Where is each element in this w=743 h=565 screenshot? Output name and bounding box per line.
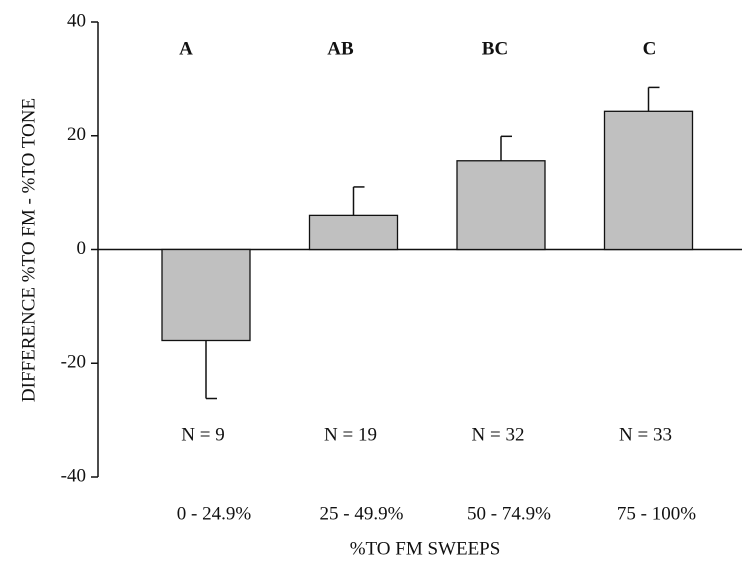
group-label: AB [327,38,354,59]
n-label: N = 9 [181,424,224,445]
n-label: N = 33 [619,424,672,445]
x-tick-label: 0 - 24.9% [177,503,252,524]
y-axis-label: DIFFERENCE %TO FM - %TO TONE [18,98,39,402]
y-tick-label: -40 [61,465,86,486]
bar [603,110,694,251]
y-tick-label: 40 [67,10,86,31]
x-axis-label: %TO FM SWEEPS [350,538,501,559]
group-label: C [643,38,657,59]
bar [308,214,399,251]
y-tick-label: 0 [77,238,87,259]
group-label: A [179,38,193,59]
bar [161,248,251,342]
x-tick-label: 75 - 100% [617,503,696,524]
n-label: N = 19 [324,424,377,445]
x-tick-label: 25 - 49.9% [320,503,404,524]
y-tick-label: -20 [61,352,86,373]
n-label: N = 32 [472,424,525,445]
y-tick-label: 20 [67,124,86,145]
group-label: BC [482,38,508,59]
bar [456,160,546,251]
x-tick-label: 50 - 74.9% [467,503,551,524]
